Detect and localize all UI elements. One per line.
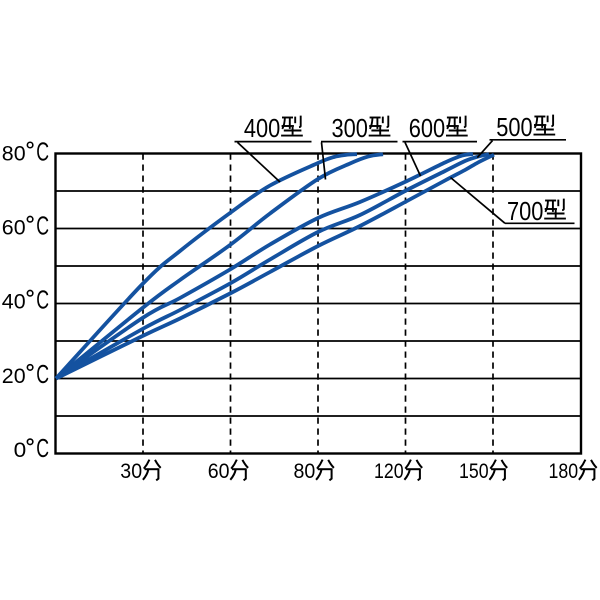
svg-text:60: 60 — [2, 217, 26, 240]
svg-text:C: C — [36, 287, 49, 315]
svg-text:0: 0 — [14, 439, 27, 462]
svg-text:300: 300 — [332, 113, 368, 143]
svg-text:600: 600 — [409, 113, 445, 143]
svg-text:80: 80 — [294, 459, 316, 483]
svg-text:40: 40 — [2, 291, 26, 314]
svg-text:180: 180 — [549, 459, 579, 483]
svg-text:60: 60 — [208, 459, 230, 483]
svg-text:20: 20 — [2, 365, 26, 388]
svg-text:150: 150 — [459, 459, 489, 483]
svg-text:C: C — [36, 361, 49, 389]
svg-text:30: 30 — [120, 459, 142, 483]
svg-text:C: C — [36, 213, 49, 241]
svg-text:500: 500 — [496, 112, 532, 142]
svg-text:400: 400 — [244, 113, 280, 143]
svg-text:80: 80 — [2, 142, 26, 165]
svg-text:120: 120 — [374, 459, 404, 483]
svg-text:C: C — [36, 138, 49, 166]
svg-text:C: C — [36, 435, 49, 463]
svg-text:700: 700 — [507, 196, 543, 226]
